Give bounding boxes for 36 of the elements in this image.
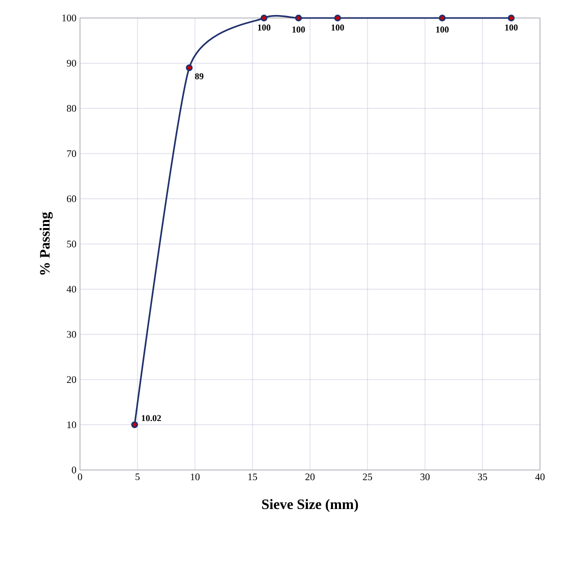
point xyxy=(131,421,138,428)
y-tick-label: 30 xyxy=(67,331,76,338)
x-tick-label: 30 xyxy=(420,474,430,480)
y-tick-label: 40 xyxy=(66,286,76,293)
y-tick-label: 90 xyxy=(66,60,76,67)
data-label: 100 xyxy=(332,24,344,31)
x-tick-label: 25 xyxy=(362,474,372,480)
point xyxy=(508,14,515,22)
data-label: 89 xyxy=(195,73,204,80)
y-tick-label: 20 xyxy=(66,376,76,383)
data-label: 100 xyxy=(505,24,518,31)
x-tick-label: 40 xyxy=(535,474,545,480)
y-tick-label: 10 xyxy=(67,421,76,428)
y-tick-label: 100 xyxy=(62,14,76,22)
x-tick-label: 15 xyxy=(248,474,258,480)
y-tick-label: 70 xyxy=(67,150,76,157)
point xyxy=(260,14,268,22)
x-tick-label: 0 xyxy=(78,474,82,480)
x-axis-title: Sieve Size (mm) xyxy=(262,499,358,512)
y-tick-label: 80 xyxy=(66,105,76,112)
x-tick-label: 5 xyxy=(136,474,140,480)
y-tick-label: 0 xyxy=(72,466,76,474)
y-axis-title: % Passing xyxy=(40,212,53,275)
data-label: 100 xyxy=(292,26,305,33)
x-tick-label: 10 xyxy=(190,474,200,480)
point xyxy=(334,14,341,22)
data-label: 10.02 xyxy=(142,415,161,422)
point xyxy=(295,14,302,22)
y-tick-label: 50 xyxy=(67,240,76,248)
data-label: 100 xyxy=(436,26,449,33)
x-tick-label: 20 xyxy=(305,474,315,480)
y-tick-label: 60 xyxy=(66,195,76,202)
x-tick-label: 35 xyxy=(478,474,488,480)
data-label: 100 xyxy=(258,24,270,31)
point xyxy=(186,64,193,72)
point xyxy=(438,14,446,22)
